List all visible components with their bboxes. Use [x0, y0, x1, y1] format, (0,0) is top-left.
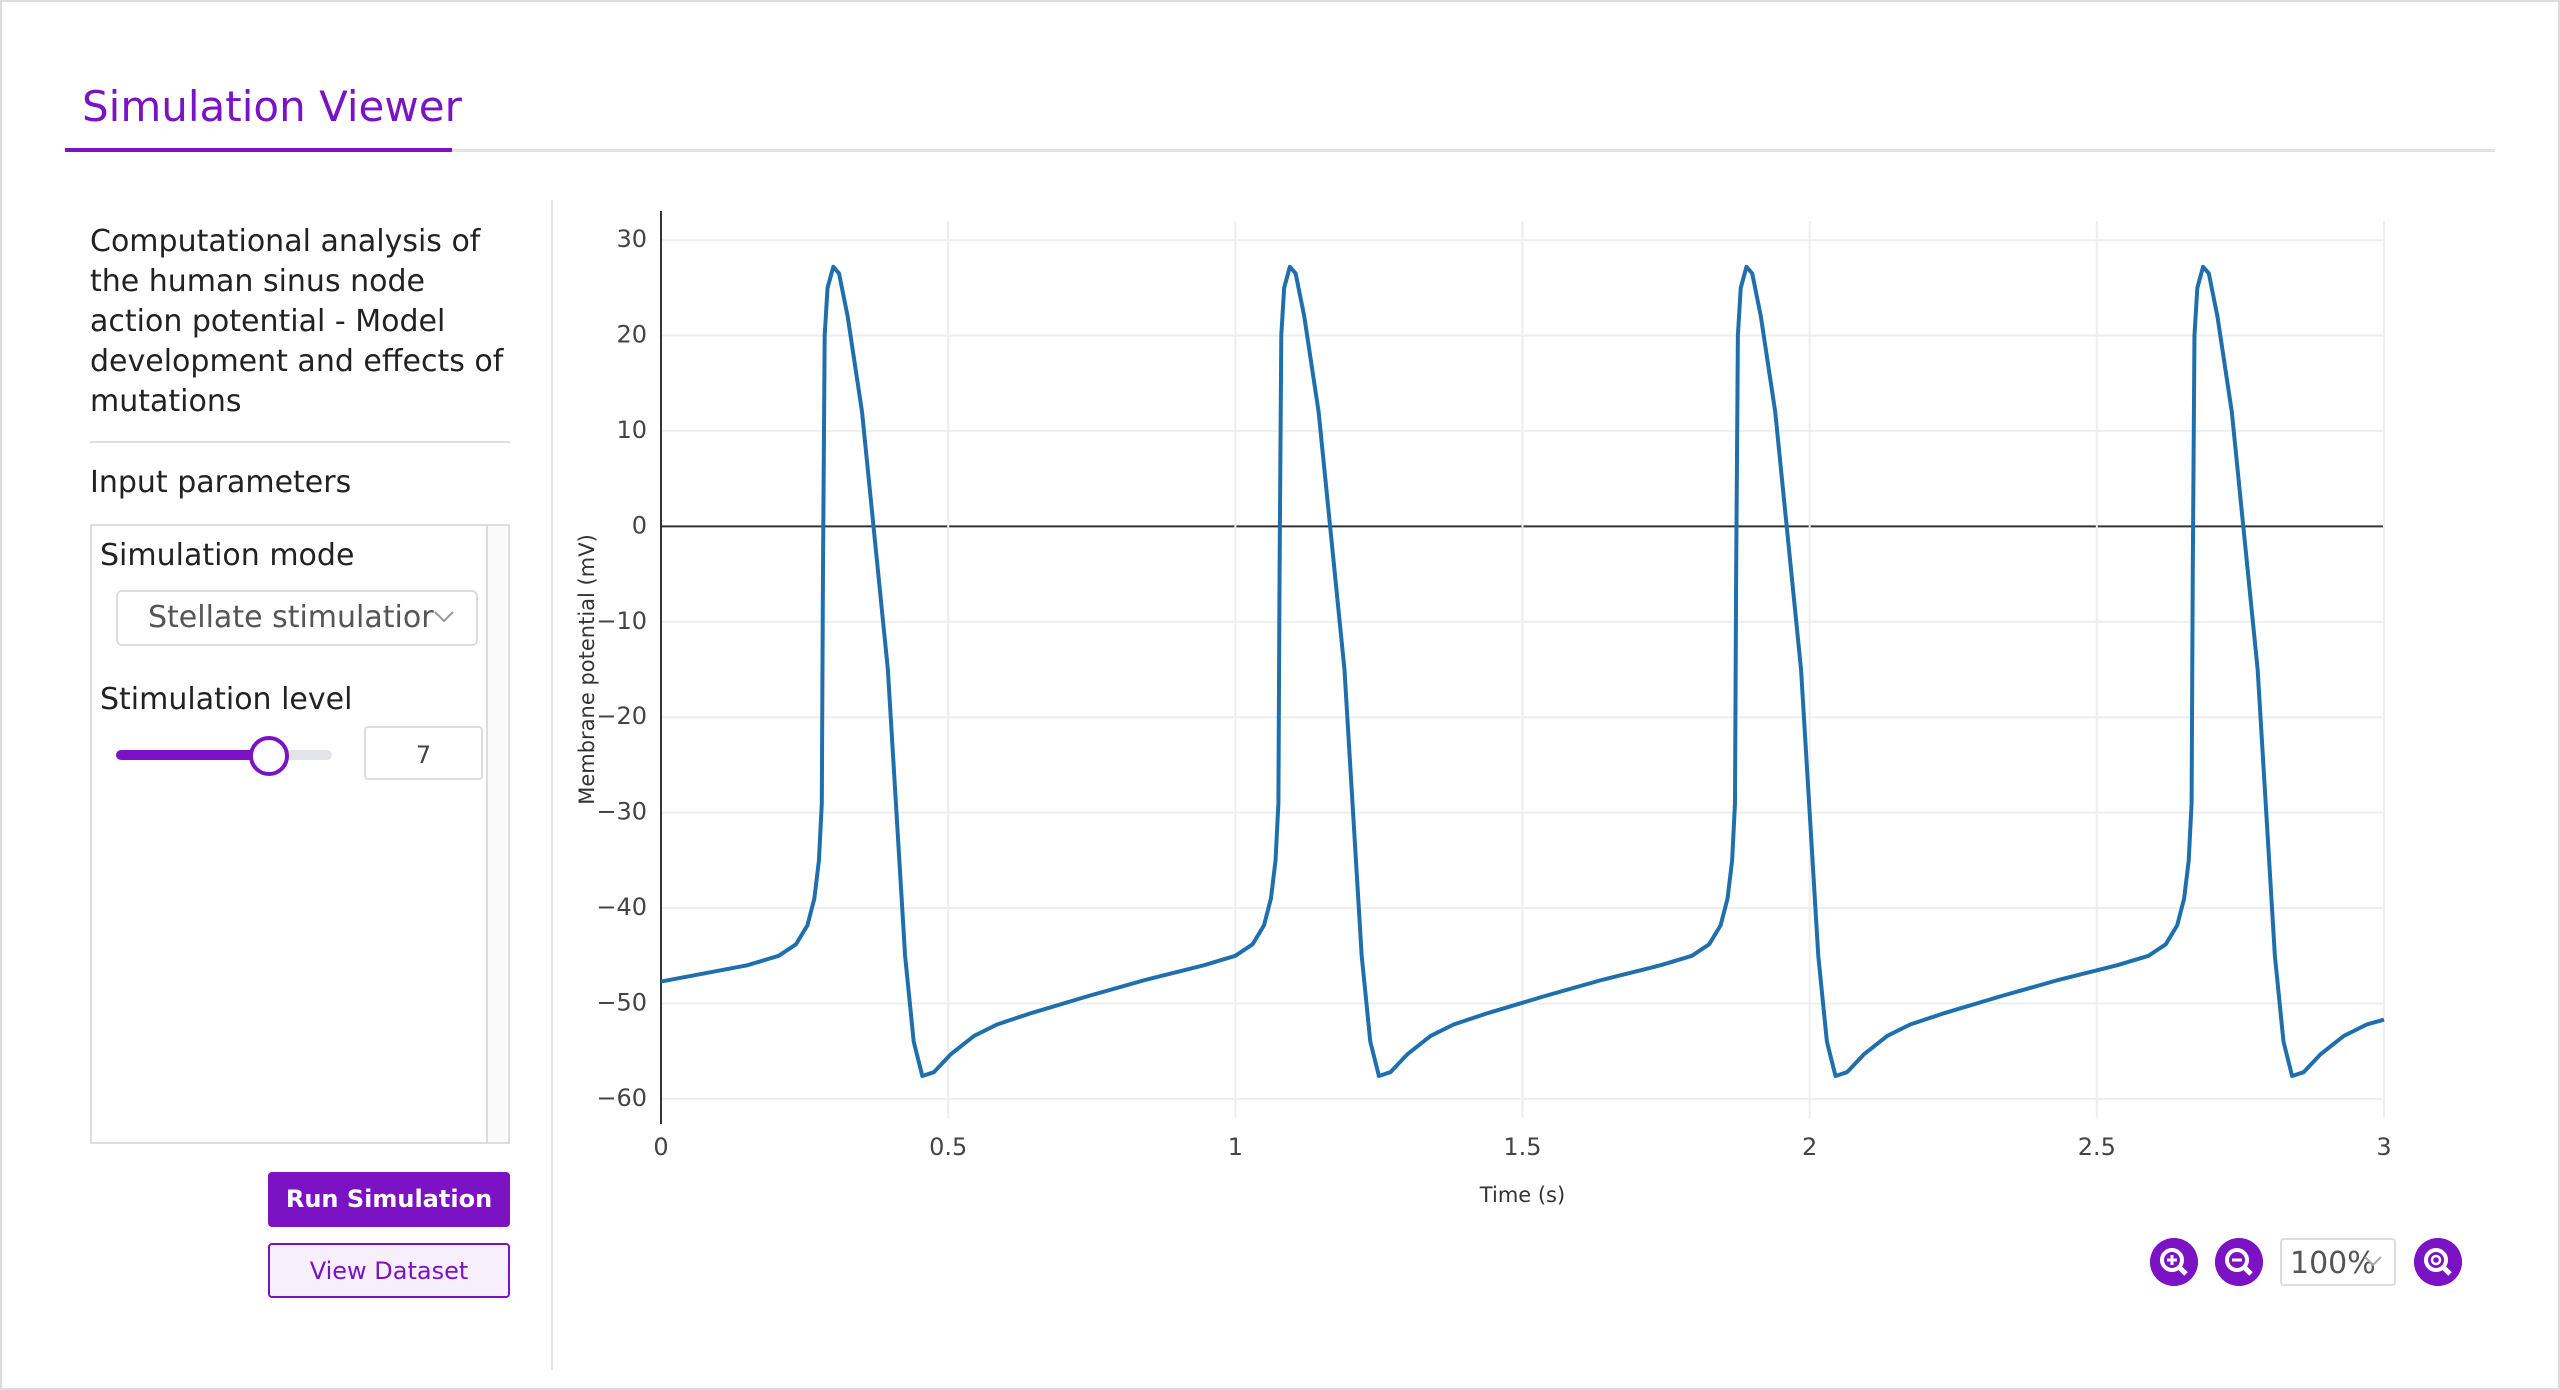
y-tick-label: 20 [616, 321, 647, 349]
zoom-reset-button[interactable] [2414, 1238, 2462, 1286]
x-axis-title: Time (s) [1479, 1183, 1565, 1207]
zoom-in-button[interactable] [2150, 1238, 2198, 1286]
y-tick-label: −10 [596, 607, 647, 635]
y-axis-title: Membrane potential (mV) [575, 534, 599, 805]
y-tick-label: −30 [596, 798, 647, 826]
y-tick-label: 10 [616, 416, 647, 444]
slider-knob[interactable] [249, 736, 289, 776]
y-tick-label: 0 [632, 511, 647, 539]
y-tick-label: 30 [616, 225, 647, 253]
x-tick-label: 1 [1228, 1133, 1243, 1161]
section-title: Input parameters [90, 465, 352, 500]
run-button[interactable]: Run Simulation [268, 1172, 510, 1227]
y-tick-label: −20 [596, 702, 647, 730]
tab-underline [65, 148, 452, 152]
divider [90, 441, 510, 443]
separator [551, 200, 553, 1370]
dataset-button[interactable]: View Dataset [268, 1243, 510, 1298]
scrollbar[interactable] [486, 526, 506, 1142]
x-tick-label: 2 [1802, 1133, 1817, 1161]
zoom-value: 100% [2290, 1246, 2376, 1281]
x-tick-label: 2.5 [2078, 1133, 2116, 1161]
description: Computational analysis of the human sinu… [90, 224, 504, 419]
data-line [660, 264, 2385, 1079]
page-title: Simulation Viewer [82, 82, 462, 131]
x-tick-label: 3 [2376, 1133, 2391, 1161]
chart: −60 −50 −40 −30 −20 −10 0 10 20 30 0 0.5 1 1.5 2 2.5 3 Ti… [575, 211, 2392, 1207]
mode-select[interactable]: Stellate stimulatior [116, 590, 478, 646]
select-arrow [434, 611, 454, 623]
x-tick-label: 0 [653, 1133, 668, 1161]
level-label: Stimulation level [100, 682, 353, 717]
zoom-level[interactable]: 100% [2280, 1238, 2396, 1286]
mode-value: Stellate stimulatior [148, 600, 434, 635]
y-tick-label: −50 [596, 988, 647, 1016]
zoom-out-button[interactable] [2215, 1238, 2263, 1286]
y-tick-label: −40 [596, 893, 647, 921]
level-input[interactable]: 7 [364, 726, 483, 780]
mode-label: Simulation mode [100, 538, 355, 573]
zoom-arrow [2364, 1256, 2382, 1267]
params-box [90, 524, 510, 1144]
x-tick-label: 0.5 [929, 1133, 967, 1161]
y-tick-label: −60 [596, 1084, 647, 1112]
x-tick-label: 1.5 [1503, 1133, 1541, 1161]
slider-fill [116, 750, 267, 760]
header-line [452, 149, 2495, 152]
